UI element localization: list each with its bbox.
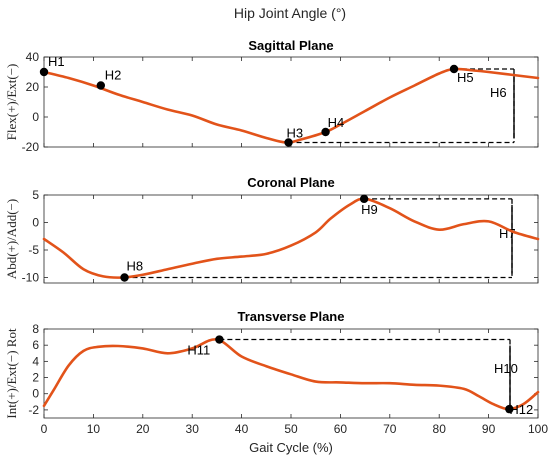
- panel1-ytick-label: 0: [32, 110, 39, 124]
- panel1-series-line: [42, 67, 540, 144]
- panel3-range-label: H10: [494, 361, 518, 376]
- panel3-xtick-label: 10: [87, 422, 101, 436]
- panel1-title: Sagittal Plane: [248, 38, 333, 53]
- panel2-point-label-h8: H8: [127, 259, 144, 274]
- panel3-ytick-label: 4: [32, 354, 39, 368]
- panel3-ytick-label: 6: [32, 338, 39, 352]
- panel3-xtick-label: 0: [41, 422, 48, 436]
- panel3-xtick-label: 30: [186, 422, 200, 436]
- panel1-point-h1: [39, 67, 49, 77]
- panel2-ytick-label: 0: [32, 216, 39, 230]
- panel2-ytick-label: 5: [32, 188, 39, 202]
- panel3-point-h12: [505, 404, 514, 414]
- panel1-point-h2: [96, 81, 106, 90]
- panel1-ytick-label: 20: [26, 80, 40, 94]
- panel2-point-h8: [120, 273, 129, 282]
- panel3-title: Transverse Plane: [238, 309, 345, 324]
- panel3-xtick-label: 20: [136, 422, 150, 436]
- panel3-xtick-label: 50: [284, 422, 298, 436]
- panel1-ytick-label: -20: [22, 140, 40, 154]
- panel1-point-label-h1: H1: [48, 54, 65, 69]
- panel3-point-label-h12: H12: [509, 402, 533, 417]
- panel2-point-h9: [359, 194, 369, 204]
- panel2-series-line: [42, 197, 540, 279]
- panel3-ytick-label: 8: [32, 322, 39, 336]
- panel3-xtick-label: 100: [528, 422, 548, 436]
- panel3-xtick-label: 90: [482, 422, 496, 436]
- panel2-point-label-h9: H9: [361, 202, 378, 217]
- panel3-ytick-label: 2: [32, 371, 39, 385]
- panel1-point-label-h3: H3: [287, 126, 304, 141]
- panel2-y-axis-label: Abd(+)/Add(−): [4, 199, 19, 279]
- panel1-y-axis-label: Flex(+)/Ext(−): [4, 64, 19, 141]
- panel3-ytick-label: -2: [28, 403, 39, 417]
- panel2-ytick-label: -5: [28, 243, 39, 257]
- panel1-point-label-h4: H4: [328, 115, 345, 130]
- panel3-xtick-label: 60: [334, 422, 348, 436]
- panel3-ytick-label: 0: [32, 387, 39, 401]
- panel1-range-label: H6: [490, 85, 507, 100]
- panel1-point-h4: [321, 127, 330, 137]
- panel3-xtick-label: 70: [383, 422, 397, 436]
- panel1-point-h3: [284, 138, 293, 147]
- panel2-title: Coronal Plane: [247, 175, 334, 190]
- panel3-x-axis-label: Gait Cycle (%): [249, 440, 333, 455]
- panel2-axes-box: [43, 194, 539, 284]
- panel1-point-label-h5: H5: [457, 70, 474, 85]
- panel3-xtick-label: 80: [433, 422, 447, 436]
- panel3-point-h11: [215, 335, 224, 344]
- panel1-point-label-h2: H2: [105, 68, 122, 83]
- figure-title: Hip Joint Angle (°): [234, 5, 346, 21]
- panel1-ytick-label: 40: [26, 50, 40, 64]
- panel3-y-axis-label: Int(+)/Ext(−) Rot: [4, 328, 19, 419]
- panel3-series-line: [42, 338, 540, 411]
- panel2-ytick-label: -10: [22, 271, 40, 285]
- panel3-point-label-h11: H11: [187, 343, 210, 358]
- panel3-xtick-label: 40: [235, 422, 249, 436]
- panel1-point-h5: [449, 64, 459, 74]
